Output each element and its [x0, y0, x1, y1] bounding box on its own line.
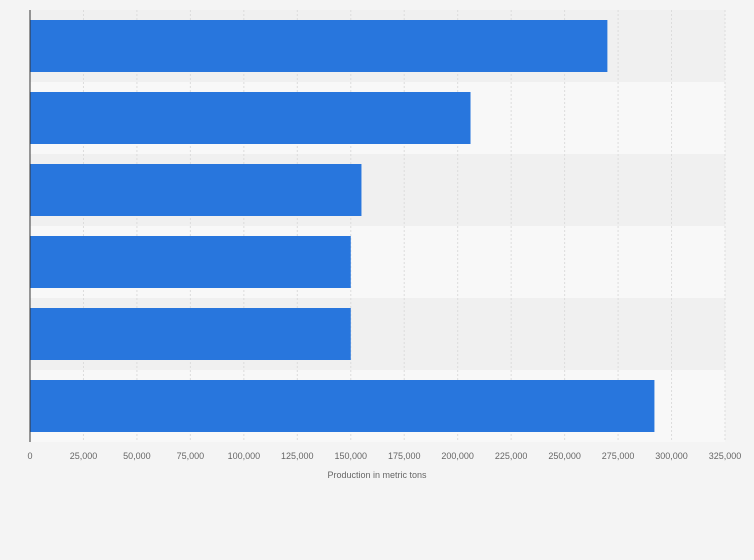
- x-tick-label: 50,000: [123, 451, 151, 461]
- bar[interactable]: [30, 164, 362, 216]
- x-tick-label: 250,000: [548, 451, 581, 461]
- bar[interactable]: [30, 308, 351, 360]
- gridlines: [82, 10, 726, 442]
- bar[interactable]: [30, 92, 471, 144]
- x-tick-label: 100,000: [228, 451, 261, 461]
- x-tick-label: 75,000: [177, 451, 205, 461]
- bars: [30, 20, 655, 432]
- bar[interactable]: [30, 20, 608, 72]
- x-tick-label: 200,000: [441, 451, 474, 461]
- x-tick-label: 175,000: [388, 451, 421, 461]
- x-tick-label: 150,000: [334, 451, 367, 461]
- x-tick-label: 25,000: [70, 451, 98, 461]
- row-bands: [30, 10, 725, 442]
- bar[interactable]: [30, 236, 351, 288]
- x-axis-label: Production in metric tons: [327, 470, 427, 480]
- x-tick-label: 300,000: [655, 451, 688, 461]
- x-tick-label: 0: [27, 451, 32, 461]
- x-tick-label: 275,000: [602, 451, 635, 461]
- x-axis-ticks: 0 25,000 50,000 75,000 100,000 125,000 150,000…: [27, 451, 741, 461]
- bar[interactable]: [30, 380, 655, 432]
- x-tick-label: 325,000: [709, 451, 742, 461]
- x-tick-label: 125,000: [281, 451, 314, 461]
- x-tick-label: 225,000: [495, 451, 528, 461]
